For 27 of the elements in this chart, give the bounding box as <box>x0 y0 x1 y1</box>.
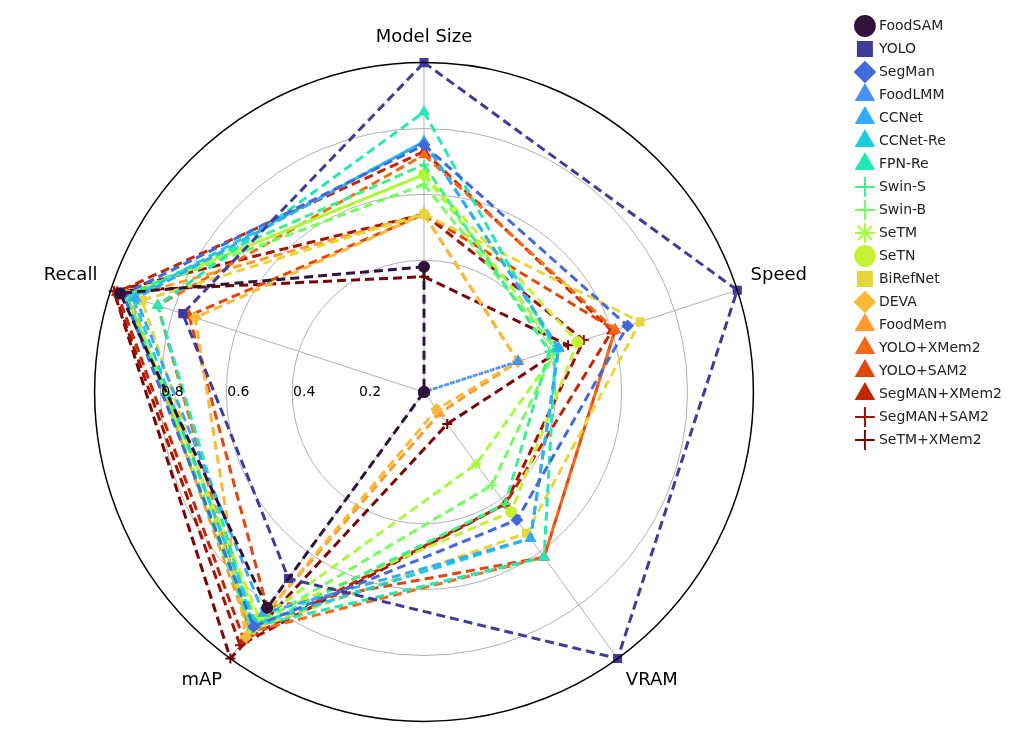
y-tick-label: 0.6 <box>227 382 250 399</box>
y-tick-label: 0.4 <box>293 382 316 399</box>
spoke-label: Recall <box>43 262 98 284</box>
legend-label: FoodMem <box>878 315 947 332</box>
legend-label: CCNet-Re <box>878 131 946 148</box>
spoke-label: mAP <box>181 668 223 690</box>
legend-label: FPN-Re <box>878 154 929 171</box>
legend-label: YOLO+XMem2 <box>877 338 981 355</box>
legend-label: SeTM+XMem2 <box>878 430 982 447</box>
legend-label: SegMAN+XMem2 <box>878 384 1002 401</box>
legend-label: SeTM <box>878 223 918 240</box>
legend-label: YOLO+SAM2 <box>877 361 968 378</box>
legend-label: FoodSAM <box>878 16 944 33</box>
legend-label: DEVA <box>878 292 918 309</box>
legend-label: SegMan <box>878 62 935 79</box>
legend-label: SeTN <box>878 246 916 263</box>
legend-label: Swin-S <box>878 177 927 194</box>
spoke-label: Model Size <box>375 25 473 47</box>
spoke-label: VRAM <box>625 668 678 690</box>
legend-label: Swin-B <box>878 200 927 217</box>
legend-label: YOLO <box>877 39 917 56</box>
legend-label: CCNet <box>878 108 924 125</box>
spoke-label: Speed <box>750 262 808 284</box>
legend-label: FoodLMM <box>878 85 945 102</box>
legend-label: BiRefNet <box>878 269 941 286</box>
y-tick-label: 0.2 <box>358 382 382 399</box>
legend-label: SegMAN+SAM2 <box>878 407 989 424</box>
